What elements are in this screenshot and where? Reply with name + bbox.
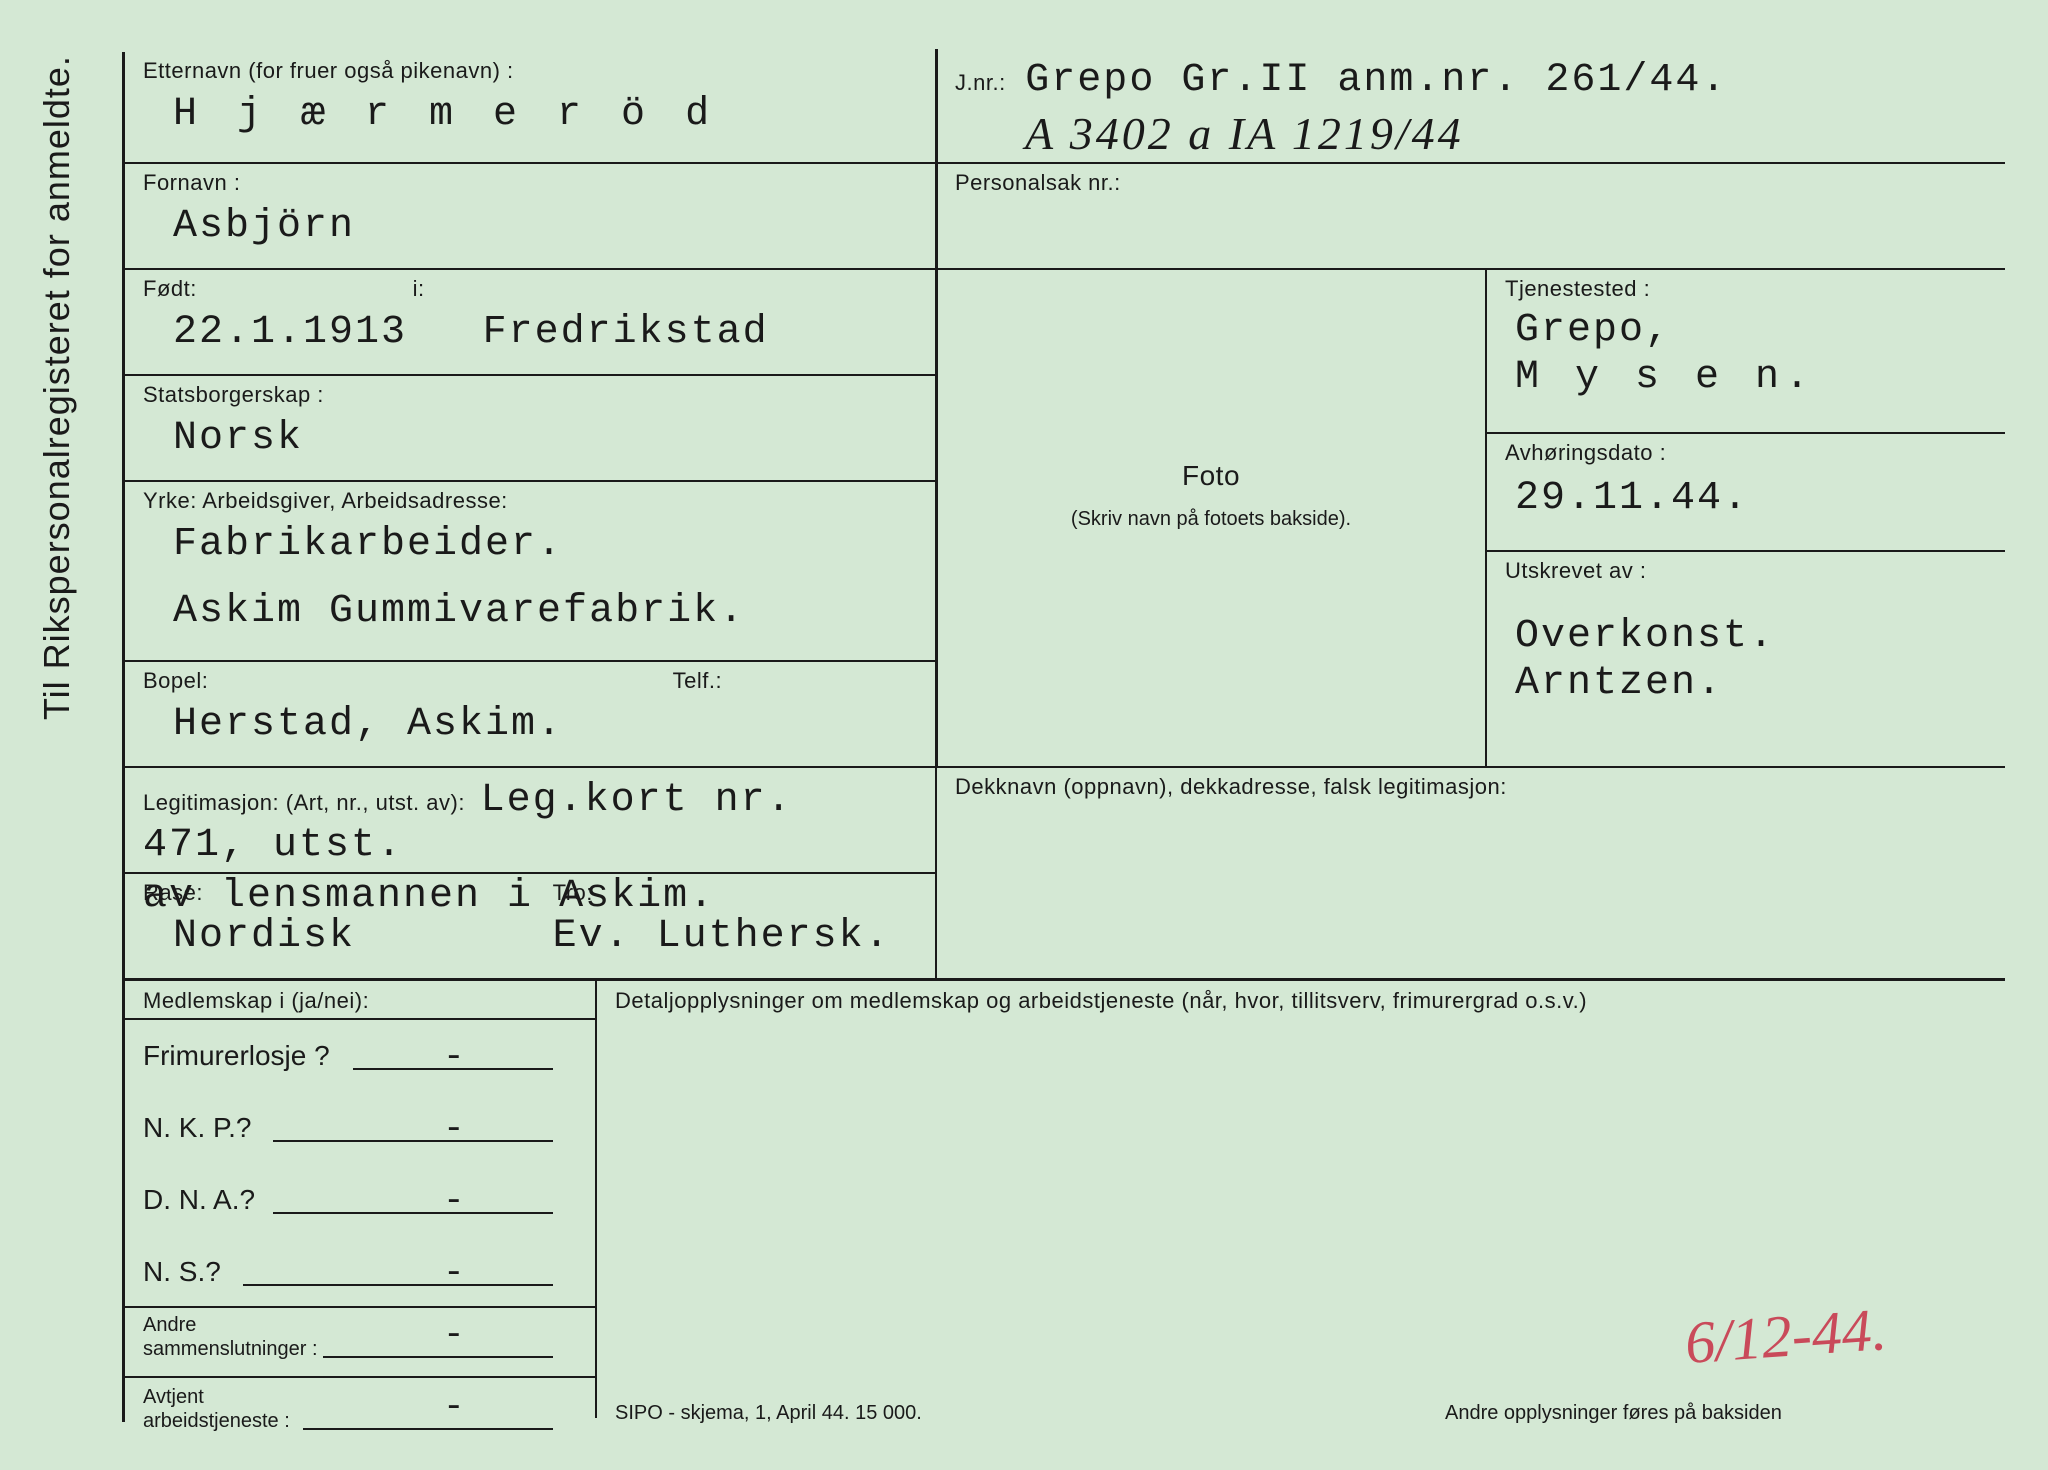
hline — [125, 1306, 595, 1308]
label-jnr: J.nr.: — [955, 70, 1006, 95]
value-jnr2: A 3402 a IA 1219/44 — [1025, 107, 1484, 164]
label-bopel: Bopel: — [143, 668, 663, 694]
underline — [273, 1140, 553, 1142]
cell-yrke: Yrke: Arbeidsgiver, Arbeidsadresse: Fabr… — [125, 482, 935, 638]
cell-detalj: Detaljopplysninger om medlemskap og arbe… — [597, 982, 1997, 1018]
value-dna: - — [443, 1180, 465, 1221]
cell-avhoringsdato: Avhøringsdato : 29.11.44. — [1487, 434, 2003, 525]
value-bopel: Herstad, Askim. — [173, 702, 917, 747]
label-nkp: N. K. P.? — [143, 1112, 251, 1144]
cell-etternavn: Etternavn (for fruer også pikenavn) : H … — [125, 52, 935, 141]
value-utskrevet1: Overkonst. — [1515, 614, 1985, 659]
cell-rase-tro: Rase: Tro: Nordisk Ev. Luthersk. — [125, 874, 935, 963]
row-andre: Andre sammenslutninger : - — [143, 1306, 595, 1368]
value-jnr: Grepo Gr.II anm.nr. 261/44. — [1025, 58, 1727, 103]
label-rase: Rase: — [143, 880, 543, 906]
cell-dekknavn: Dekknavn (oppnavn), dekkadresse, falsk l… — [937, 768, 1997, 804]
red-date: 6/12-44. — [1683, 1295, 1889, 1378]
label-utskrevet: Utskrevet av : — [1505, 558, 1985, 584]
label-tjenestested: Tjenestested : — [1505, 276, 1985, 302]
value-andre: - — [443, 1314, 465, 1355]
label-andre1: Andre — [143, 1314, 196, 1337]
cell-bopel: Bopel: Telf.: Herstad, Askim. — [125, 662, 935, 751]
form-footer: SIPO - skjema, 1, April 44. 15 000. — [615, 1402, 922, 1425]
label-legitimasjon: Legitimasjon: (Art, nr., utst. av): — [143, 790, 465, 815]
label-foto: Foto — [955, 460, 1467, 492]
underline — [243, 1284, 553, 1286]
hline-thick — [125, 978, 2005, 981]
value-yrke2: Askim Gummivarefabrik. — [173, 589, 917, 634]
label-etternavn: Etternavn (for fruer også pikenavn) : — [143, 58, 917, 84]
value-avhoringsdato: 29.11.44. — [1515, 476, 1985, 521]
value-rase: Nordisk — [173, 914, 543, 959]
value-tro: Ev. Luthersk. — [553, 914, 891, 959]
row-avtjent: Avtjent arbeidstjeneste : - — [143, 1378, 595, 1440]
row-frimurer: Frimurerlosje ? - — [143, 1018, 595, 1090]
label-fodt: Født: — [143, 276, 403, 302]
cell-foto: Foto (Skriv navn på fotoets bakside). — [937, 270, 1485, 768]
value-frimurer: - — [443, 1036, 465, 1077]
registration-form: Etternavn (for fruer også pikenavn) : H … — [122, 52, 2002, 1422]
side-title: Til Rikspersonalregisteret for anmeldte. — [36, 55, 78, 720]
value-fornavn: Asbjörn — [173, 204, 917, 249]
value-ns: - — [443, 1252, 465, 1293]
cell-medlemskap-header: Medlemskap i (ja/nei): — [125, 982, 595, 1018]
underline — [353, 1068, 553, 1070]
value-fodt: 22.1.1913 — [173, 310, 473, 355]
label-andre-opplysninger: Andre opplysninger føres på baksiden — [1445, 1402, 1782, 1425]
value-tjenestested2: M y s e n. — [1515, 355, 1985, 400]
label-dekknavn: Dekknavn (oppnavn), dekkadresse, falsk l… — [955, 774, 1979, 800]
label-medlemskap: Medlemskap i (ja/nei): — [143, 988, 577, 1014]
cell-fornavn: Fornavn : Asbjörn — [125, 164, 935, 253]
cell-personalsak: Personalsak nr.: — [937, 164, 1997, 200]
vline-membership — [595, 978, 597, 1418]
label-tro: Tro: — [553, 880, 593, 905]
label-ns: N. S.? — [143, 1256, 221, 1288]
row-ns: N. S.? - — [143, 1234, 595, 1306]
value-tjenestested1: Grepo, — [1515, 308, 1985, 353]
value-utskrevet2: Arntzen. — [1515, 661, 1985, 706]
label-yrke: Yrke: Arbeidsgiver, Arbeidsadresse: — [143, 488, 917, 514]
label-i: i: — [413, 276, 425, 301]
label-personalsak: Personalsak nr.: — [955, 170, 1979, 196]
underline — [323, 1356, 553, 1358]
value-avtjent: - — [443, 1386, 465, 1427]
row-dna: D. N. A.? - — [143, 1162, 595, 1234]
value-statsborgerskap: Norsk — [173, 416, 917, 461]
underline — [273, 1212, 553, 1214]
row-nkp: N. K. P.? - — [143, 1090, 595, 1162]
label-dna: D. N. A.? — [143, 1184, 255, 1216]
cell-tjenestested: Tjenestested : Grepo, M y s e n. — [1487, 270, 2003, 404]
label-avhoringsdato: Avhøringsdato : — [1505, 440, 1985, 466]
value-fodested: Fredrikstad — [483, 310, 769, 355]
cell-utskrevet: Utskrevet av : Overkonst. Arntzen. — [1487, 552, 2003, 710]
label-andre2: sammenslutninger : — [143, 1338, 318, 1361]
label-foto-sub: (Skriv navn på fotoets bakside). — [955, 508, 1467, 531]
value-etternavn: H j æ r m e r ö d — [173, 92, 917, 137]
label-avtjent2: arbeidstjeneste : — [143, 1410, 290, 1433]
value-yrke1: Fabrikarbeider. — [173, 522, 917, 567]
cell-statsborgerskap: Statsborgerskap : Norsk — [125, 376, 935, 465]
label-detalj: Detaljopplysninger om medlemskap og arbe… — [615, 988, 1979, 1014]
value-nkp: - — [443, 1108, 465, 1149]
label-avtjent1: Avtjent — [143, 1386, 204, 1409]
cell-jnr: J.nr.: Grepo Gr.II anm.nr. 261/44. A 340… — [937, 52, 1997, 168]
label-fornavn: Fornavn : — [143, 170, 917, 196]
label-statsborgerskap: Statsborgerskap : — [143, 382, 917, 408]
cell-fodt: Født: i: 22.1.1913 Fredrikstad — [125, 270, 935, 359]
label-frimurer: Frimurerlosje ? — [143, 1040, 330, 1072]
hline — [125, 1018, 595, 1020]
label-telf: Telf.: — [673, 668, 722, 693]
underline — [303, 1428, 553, 1430]
hline — [125, 1376, 595, 1378]
